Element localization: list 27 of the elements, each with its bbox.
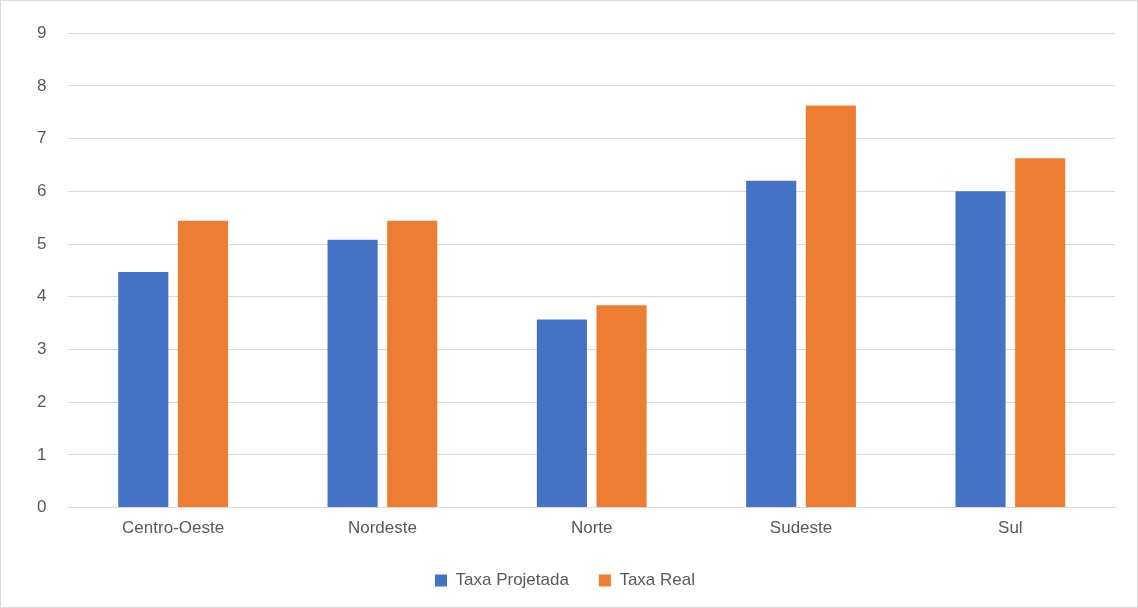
y-tick-label: 4 bbox=[36, 286, 47, 306]
y-tick-label: 9 bbox=[36, 22, 47, 42]
bar bbox=[118, 271, 169, 508]
y-tick-label: 3 bbox=[36, 339, 47, 359]
bar bbox=[746, 180, 797, 508]
legend-label: Taxa Projetada bbox=[455, 570, 570, 590]
x-tick-label: Centro-Oeste bbox=[122, 518, 225, 538]
bar bbox=[955, 191, 1006, 508]
y-tick-label: 6 bbox=[36, 181, 47, 201]
bar bbox=[327, 239, 378, 508]
bar bbox=[177, 220, 228, 508]
x-tick-label: Nordeste bbox=[347, 518, 417, 538]
y-tick-label: 7 bbox=[36, 128, 47, 148]
x-tick-label: Sul bbox=[998, 518, 1023, 538]
y-tick-label: 2 bbox=[36, 391, 47, 411]
x-tick-label: Norte bbox=[570, 518, 613, 538]
y-tick-label: 8 bbox=[36, 75, 47, 95]
bar bbox=[1015, 158, 1066, 508]
y-tick-label: 0 bbox=[36, 497, 47, 517]
y-tick-label: 1 bbox=[36, 444, 47, 464]
y-tick-label: 5 bbox=[36, 233, 47, 253]
legend-label: Taxa Real bbox=[619, 570, 696, 590]
bar bbox=[536, 319, 587, 508]
x-tick-label: Sudeste bbox=[769, 518, 833, 538]
bar bbox=[596, 305, 647, 508]
bar bbox=[387, 220, 438, 508]
bar bbox=[805, 105, 856, 508]
